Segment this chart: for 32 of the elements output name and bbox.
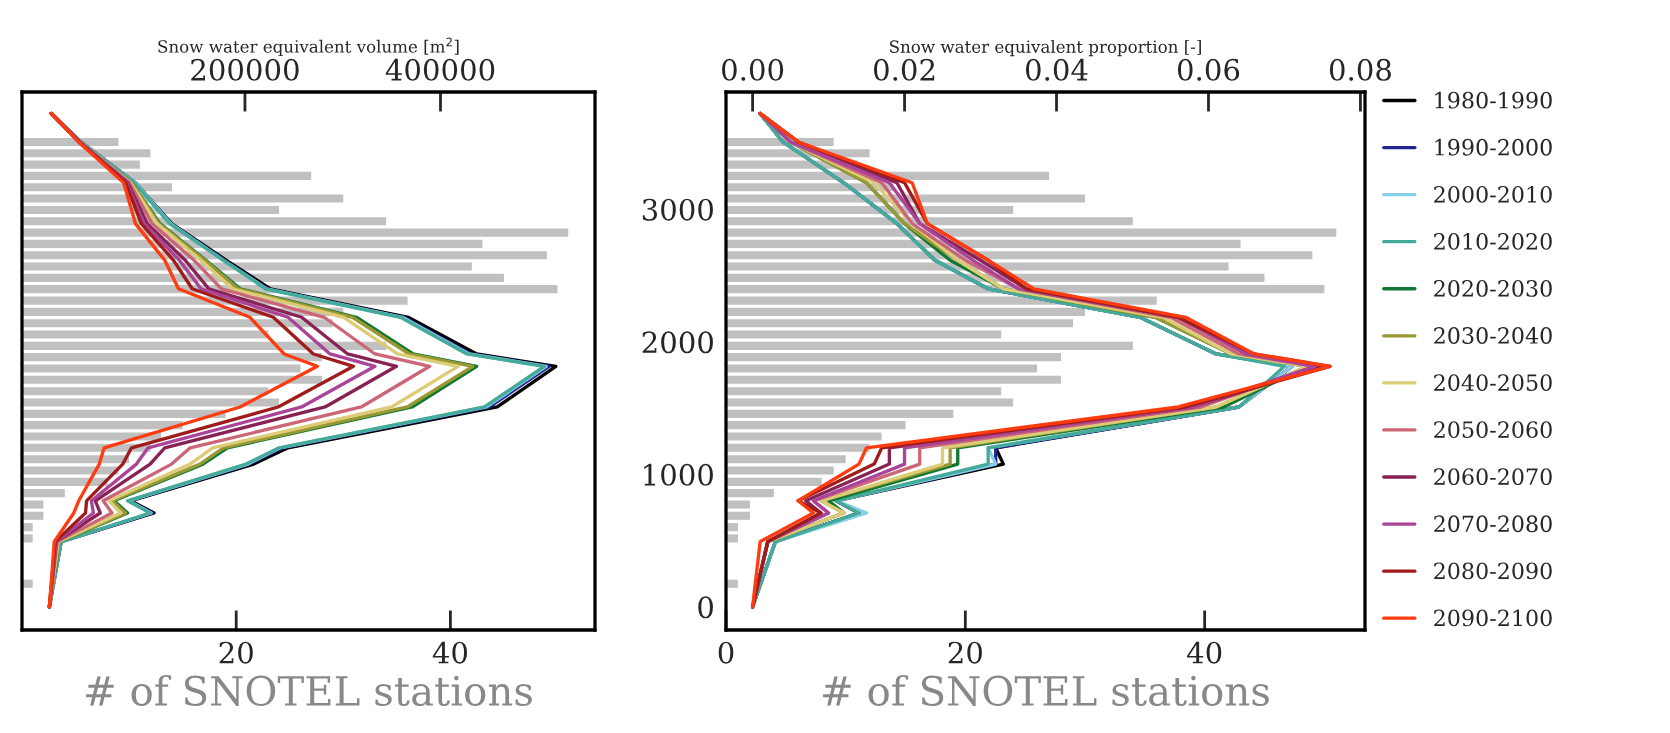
x-tick-label: 40 [432, 641, 468, 664]
x-tick-label: 20 [219, 641, 253, 664]
legend-label: 2070-2080 [1434, 515, 1552, 533]
legend-label: 2080-2090 [1434, 562, 1552, 580]
legend-label: 2020-2030 [1434, 280, 1552, 297]
x2-tick-label: 200000 [191, 58, 299, 81]
x2-tick-label: 0.04 [1025, 58, 1088, 81]
x-tick-label: 40 [1186, 641, 1222, 664]
legend-label: 2040-2050 [1434, 374, 1552, 391]
y-tick-label: 1000 [644, 463, 713, 486]
legend-label: 2050-2060 [1434, 421, 1552, 439]
y-tick-label: 2000 [642, 331, 713, 354]
legend-label: 2030-2040 [1434, 327, 1552, 344]
x-axis-title: # of SNOTEL stations [823, 674, 1269, 707]
legend-label: 2090-2100 [1434, 609, 1552, 627]
x-axis-title: # of SNOTEL stations [86, 674, 532, 707]
legend-label: 1980-1990 [1435, 91, 1552, 109]
x2-tick-label: 0.06 [1177, 58, 1240, 81]
legend-label: 2000-2010 [1434, 185, 1552, 203]
legend-label: 1990-2000 [1435, 138, 1552, 156]
x2-tick-label: 0.08 [1329, 58, 1391, 81]
x-tick-label: 0 [718, 641, 734, 664]
legend-label: 2060-2070 [1434, 468, 1552, 486]
x2-tick-label: 0.00 [722, 58, 784, 81]
legend-label: 2010-2020 [1434, 232, 1552, 250]
y-tick-label: 3000 [642, 198, 713, 221]
x2-tick-label: 400000 [385, 58, 495, 81]
y-tick-label: 0 [698, 596, 713, 619]
x2-axis-title: Snow water equivalent volume [m$^{2}$] [158, 37, 459, 56]
x-tick-label: 20 [948, 641, 982, 664]
x2-axis-title: Snow water equivalent proportion [-] [890, 40, 1201, 57]
x2-tick-label: 0.02 [874, 58, 935, 81]
